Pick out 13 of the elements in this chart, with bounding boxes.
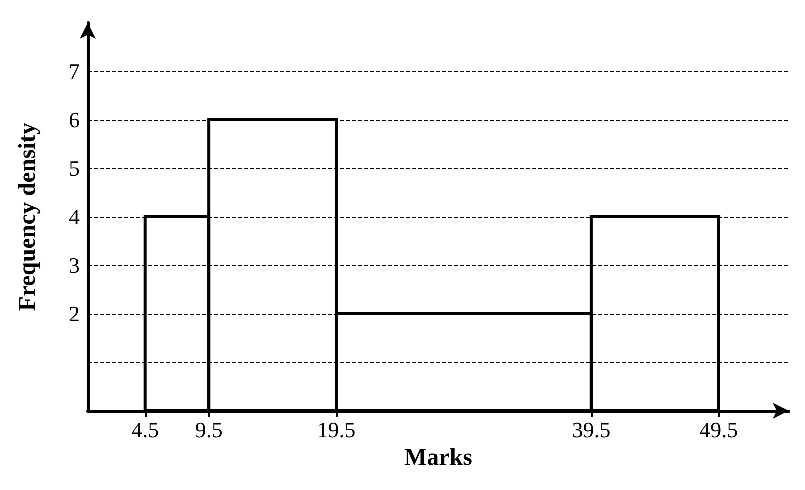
x-tick-label: 19.5 <box>317 418 356 442</box>
y-tick-label: 4 <box>69 204 80 230</box>
x-tick-label: 39.5 <box>572 418 611 442</box>
x-tick-label: 4.5 <box>132 418 160 442</box>
y-tick-label: 3 <box>69 253 80 278</box>
y-tick-label: 7 <box>69 59 80 84</box>
y-tick-label: 2 <box>69 302 80 326</box>
y-tick-label: 6 <box>69 108 80 132</box>
y-axis-title: Frequency density <box>15 122 41 312</box>
x-tick-label: 9.5 <box>195 418 223 442</box>
y-tick-label: 5 <box>69 156 80 181</box>
x-axis-title: Marks <box>404 444 472 471</box>
x-tick-label: 49.5 <box>700 418 738 442</box>
